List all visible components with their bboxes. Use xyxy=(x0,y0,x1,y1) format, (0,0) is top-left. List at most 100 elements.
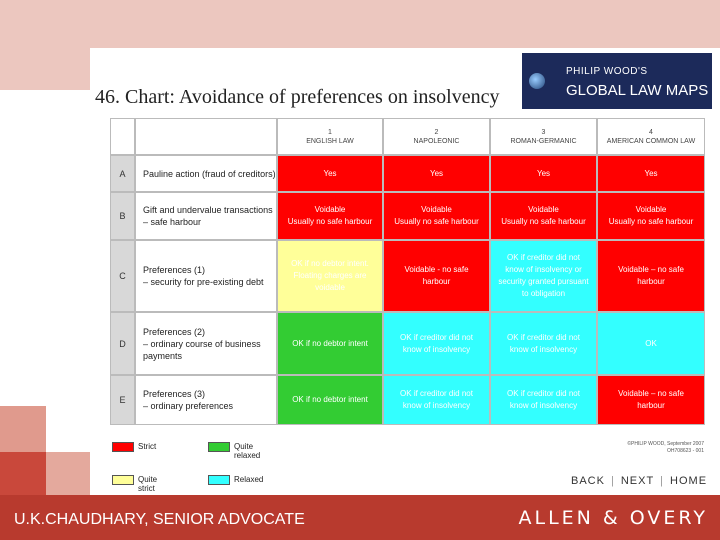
cell-text: OK if creditor did not xyxy=(507,332,580,342)
table-cell: Yes xyxy=(383,155,490,192)
row-label-line: – safe harbour xyxy=(143,217,202,227)
column-name: AMERICAN COMMON LAW xyxy=(606,137,696,145)
column-header: 4 AMERICAN COMMON LAW xyxy=(597,118,705,155)
column-name: ENGLISH LAW xyxy=(306,137,354,145)
cell-text: Voidable xyxy=(421,205,452,214)
cell-text: Usually no safe harbour xyxy=(287,217,373,226)
table-cell: OK if creditor did not know of insolvency xyxy=(383,312,490,375)
row-letter: B xyxy=(110,192,135,240)
cell-text: know of insolvency or xyxy=(505,265,582,274)
table-cell: Voidable – no safe harbour xyxy=(597,240,705,312)
column-name: NAPOLEONIC xyxy=(413,137,460,145)
table-cell: OK if creditor did not know of insolvency xyxy=(490,375,597,425)
nav-button[interactable]: NEXT xyxy=(620,475,655,487)
cell-text: Voidable xyxy=(528,205,559,214)
cell-text: know of insolvency xyxy=(402,401,471,410)
nav-button[interactable]: HOME xyxy=(670,475,708,487)
table-cell: OK if no debtor intent. Floating charges … xyxy=(277,240,383,312)
logo: PHILIP WOOD'S GLOBAL LAW MAPS xyxy=(522,53,712,109)
cell-text: Usually no safe harbour xyxy=(608,217,694,226)
column-name: ROMAN-GERMANIC xyxy=(510,137,577,145)
decor-square xyxy=(0,406,46,452)
table-cell: Voidable Usually no safe harbour xyxy=(277,192,383,240)
cell-text: OK if no debtor intent. xyxy=(291,259,369,268)
cell-text: security granted pursuant xyxy=(498,277,589,286)
column-header: 3 ROMAN-GERMANIC xyxy=(490,118,597,155)
globe-icon xyxy=(529,73,545,89)
row-letter: D xyxy=(110,312,135,375)
row-label: Preferences (1) – security for pre-existi… xyxy=(135,240,277,312)
cell-text: Voidable – no safe xyxy=(618,265,684,274)
legend-label: Quite strict xyxy=(138,475,158,493)
header-cell xyxy=(110,118,135,155)
logo-text: PHILIP WOOD'S xyxy=(566,66,648,77)
decor-square xyxy=(46,452,90,495)
slide-title: 46. Chart: Avoidance of preferences on i… xyxy=(95,86,500,108)
cell-text: know of insolvency xyxy=(402,344,471,354)
cell-text: know of insolvency xyxy=(509,344,578,354)
row-letter: C xyxy=(110,240,135,312)
cell-text: Voidable xyxy=(314,205,346,214)
logo-text: GLOBAL LAW MAPS xyxy=(566,82,709,99)
table-cell: Voidable Usually no safe harbour xyxy=(490,192,597,240)
table: 1 ENGLISH LAW 2 NAPOLEONIC 3 ROMAN-GERMANIC 4 A… xyxy=(110,118,705,425)
row-label-line: – ordinary course of business xyxy=(143,338,261,349)
row-letter: A xyxy=(110,155,135,192)
column-number: 1 xyxy=(328,128,332,136)
row-label: Preferences (3) – ordinary preferences xyxy=(135,375,277,425)
table-cell: OK if no debtor intent xyxy=(277,375,383,425)
cell-text: Voidable – no safe xyxy=(618,389,684,398)
row-label-line: – ordinary preferences xyxy=(143,401,234,411)
row-label: Gift and undervalue transactions – safe h… xyxy=(135,192,277,240)
nav-button[interactable]: BACK xyxy=(571,475,605,487)
table-cell: Yes xyxy=(277,155,383,192)
decor-square xyxy=(0,452,46,495)
table-cell: OK if no debtor intent xyxy=(277,312,383,375)
table-cell: OK if creditor did not know of insolvency xyxy=(490,312,597,375)
cell-text: OK if creditor did not xyxy=(507,389,580,398)
nav: BACK | NEXT | HOME xyxy=(571,475,708,487)
cell-text: Voidable xyxy=(635,205,667,214)
cell-text: OK if no debtor intent xyxy=(292,395,368,404)
cell-text: OK if creditor did not xyxy=(400,332,473,342)
table-cell: Yes xyxy=(597,155,705,192)
legend-label: Quite relaxed xyxy=(234,442,261,460)
cell-text: harbour xyxy=(637,401,665,410)
copyright-line: ©PHILIP WOOD, September 2007 xyxy=(627,441,704,447)
cell-text: OK xyxy=(645,338,657,348)
cell-text: Floating charges are xyxy=(293,271,367,280)
column-header: 1 ENGLISH LAW xyxy=(277,118,383,155)
row-label-line: Pauline action (fraud of creditors) xyxy=(143,168,276,179)
column-number: 4 xyxy=(649,128,653,136)
cell-text: Usually no safe harbour xyxy=(501,217,586,226)
table-cell: OK xyxy=(597,312,705,375)
footer: U.K.CHAUDHARY, SENIOR ADVOCATE ALLEN & O… xyxy=(0,495,720,540)
cell-text: OK if no debtor intent xyxy=(292,338,368,348)
copyright-line: OH708623 - 001 xyxy=(667,448,704,454)
cell-text: OK if creditor did not xyxy=(507,253,580,262)
table-cell: OK if creditor did not know of insolvency… xyxy=(490,240,597,312)
cell-text: Yes xyxy=(323,168,337,178)
row-label-line: Preferences (1) xyxy=(143,265,206,275)
row-label-line: Preferences (3) xyxy=(143,389,206,399)
row-label-line: – security for pre-existing debt xyxy=(143,277,264,287)
copyright: ©PHILIP WOOD, September 2007 OH708623 - … xyxy=(627,441,704,455)
legend-swatch xyxy=(112,442,134,452)
cell-text: Yes xyxy=(644,168,658,178)
table-cell: Voidable Usually no safe harbour xyxy=(383,192,490,240)
firm-name: ALLEN & OVERY xyxy=(518,507,708,529)
table-cell: Voidable – no safe harbour xyxy=(597,375,705,425)
cell-text: Voidable - no safe xyxy=(404,265,469,274)
cell-text: harbour xyxy=(637,277,665,286)
table-cell: OK if creditor did not know of insolvency xyxy=(383,375,490,425)
column-number: 2 xyxy=(434,128,439,136)
row-letter: E xyxy=(110,375,135,425)
cell-text: Yes xyxy=(536,168,551,178)
row-label: Pauline action (fraud of creditors) xyxy=(135,155,277,192)
cell-text: voidable xyxy=(315,283,345,292)
header-cell xyxy=(135,118,277,155)
column-number: 3 xyxy=(541,128,546,136)
cell-text: Yes xyxy=(429,168,444,178)
legend-swatch xyxy=(208,475,230,485)
